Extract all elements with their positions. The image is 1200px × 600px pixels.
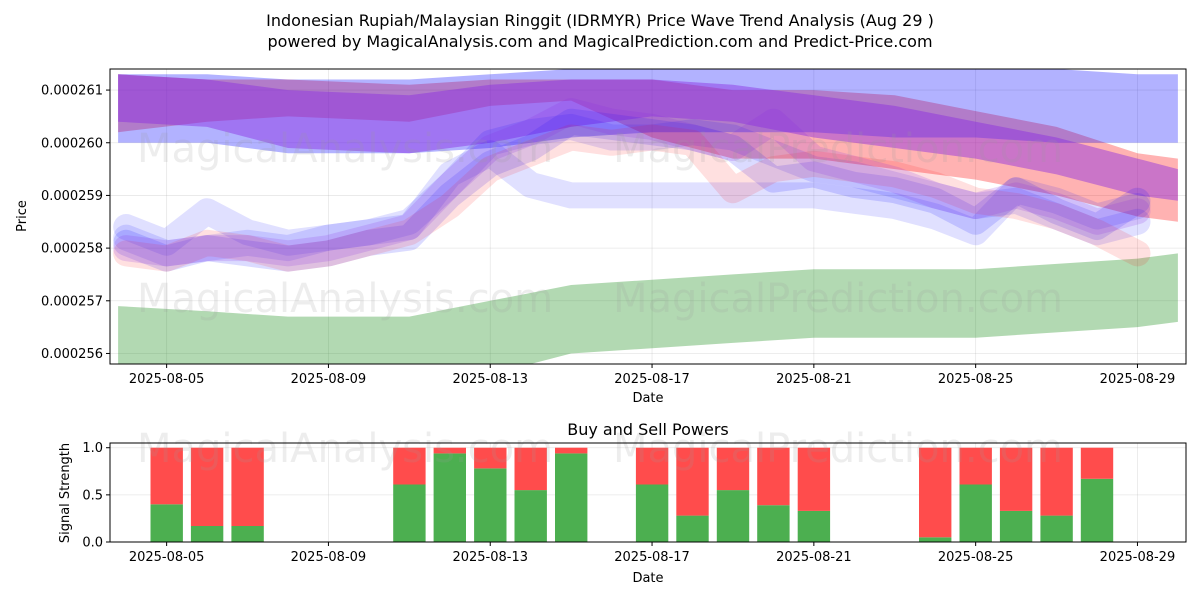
chart-subtitle: powered by MagicalAnalysis.com and Magic… — [267, 32, 932, 51]
watermark-analysis: MagicalAnalysis.com — [137, 126, 553, 172]
buy-bar — [474, 468, 507, 542]
x-tick-label: 2025-08-05 — [129, 372, 205, 387]
signal-bars — [150, 447, 1114, 542]
sell-bar — [676, 447, 709, 516]
x-tick-label: 2025-08-25 — [938, 372, 1014, 387]
x-tick-label: 2025-08-09 — [291, 372, 367, 387]
y-tick-label: 0.5 — [82, 488, 103, 503]
x-tick-label: 2025-08-25 — [938, 550, 1014, 565]
signal-x-label: Date — [632, 571, 663, 586]
blue-band — [118, 69, 1178, 154]
chart-title: Indonesian Rupiah/Malaysian Ringgit (IDR… — [266, 11, 934, 30]
watermark-prediction: MagicalPrediction.com — [613, 426, 1063, 472]
y-tick-label: 1.0 — [82, 441, 103, 456]
x-tick-label: 2025-08-05 — [129, 550, 205, 565]
sell-bar — [797, 447, 831, 511]
watermark-prediction: MagicalPrediction.com — [613, 276, 1063, 322]
sell-bar — [474, 447, 507, 469]
sell-bar — [716, 447, 750, 491]
signal-y-label: Signal Strength — [58, 443, 73, 543]
y-tick-label: 0.000259 — [41, 189, 103, 204]
price-x-label: Date — [632, 391, 663, 406]
price-marks — [113, 69, 1178, 364]
buy-bar — [1080, 478, 1114, 542]
blue-wave — [113, 113, 1151, 267]
buy-bar — [716, 490, 750, 542]
buy-bar — [150, 504, 183, 542]
price-y-label: Price — [15, 200, 30, 232]
buy-bar — [190, 526, 224, 542]
price-axes-frame — [109, 68, 1187, 365]
x-tick-label: 2025-08-21 — [776, 372, 852, 387]
price-chart: MagicalAnalysis.com MagicalPrediction.co… — [15, 68, 1187, 406]
sell-bar — [393, 447, 426, 485]
watermark-analysis: MagicalAnalysis.com — [137, 276, 553, 322]
x-tick-label: 2025-08-13 — [452, 372, 528, 387]
blue-wave — [113, 140, 1151, 256]
buy-bar — [999, 510, 1033, 542]
buy-bar — [919, 537, 952, 542]
buy-bar — [757, 505, 790, 542]
buy-bar — [514, 490, 547, 542]
signal-ticks: 2025-08-05 2025-08-09 2025-08-13 2025-08-17… — [82, 441, 1175, 565]
buy-bar — [555, 453, 588, 542]
y-tick-label: 0.0 — [82, 536, 103, 551]
red-wave — [113, 124, 1151, 272]
sell-bar — [757, 447, 790, 506]
buy-bar — [393, 484, 426, 542]
blue-wave — [113, 108, 1151, 272]
sell-bar — [150, 447, 183, 505]
x-tick-label: 2025-08-09 — [291, 550, 367, 565]
watermark-analysis: MagicalAnalysis.com — [137, 426, 553, 472]
sell-bar — [555, 447, 588, 454]
sell-bar — [1040, 447, 1073, 516]
sell-bar — [999, 447, 1033, 511]
x-tick-label: 2025-08-29 — [1100, 550, 1176, 565]
sell-bar — [514, 447, 547, 491]
price-grid — [110, 69, 1186, 364]
green-band — [118, 253, 1178, 364]
buy-bar — [433, 453, 466, 542]
purple-wave — [113, 98, 1151, 267]
buy-bar — [676, 515, 709, 542]
y-tick-label: 0.000258 — [41, 242, 103, 257]
red-band — [118, 74, 1178, 222]
purple-band — [118, 74, 1178, 201]
buy-bar — [797, 510, 831, 542]
y-tick-label: 0.000260 — [41, 136, 103, 151]
sell-bar — [190, 447, 224, 526]
sell-bar — [635, 447, 669, 485]
y-tick-label: 0.000261 — [41, 84, 103, 99]
watermark-prediction: MagicalPrediction.com — [613, 126, 1063, 172]
y-tick-label: 0.000257 — [41, 294, 103, 309]
sell-bar — [231, 447, 264, 526]
price-ticks: 2025-08-05 2025-08-09 2025-08-13 2025-08-17… — [41, 84, 1175, 387]
sell-bar — [433, 447, 466, 454]
buy-bar — [231, 526, 264, 542]
y-tick-label: 0.000256 — [41, 347, 103, 362]
sell-bar — [919, 447, 952, 538]
x-tick-label: 2025-08-17 — [614, 550, 690, 565]
signal-axes-frame — [109, 442, 1187, 543]
sell-bar — [1080, 447, 1114, 479]
signal-chart: Buy and Sell Powers MagicalAnalysis.com … — [58, 420, 1187, 586]
x-tick-label: 2025-08-13 — [452, 550, 528, 565]
x-tick-label: 2025-08-21 — [776, 550, 852, 565]
x-tick-label: 2025-08-29 — [1100, 372, 1176, 387]
buy-bar — [635, 484, 669, 542]
signal-chart-title: Buy and Sell Powers — [567, 420, 729, 439]
x-tick-label: 2025-08-17 — [614, 372, 690, 387]
sell-bar — [959, 447, 992, 485]
buy-bar — [1040, 515, 1073, 542]
buy-bar — [959, 484, 992, 542]
